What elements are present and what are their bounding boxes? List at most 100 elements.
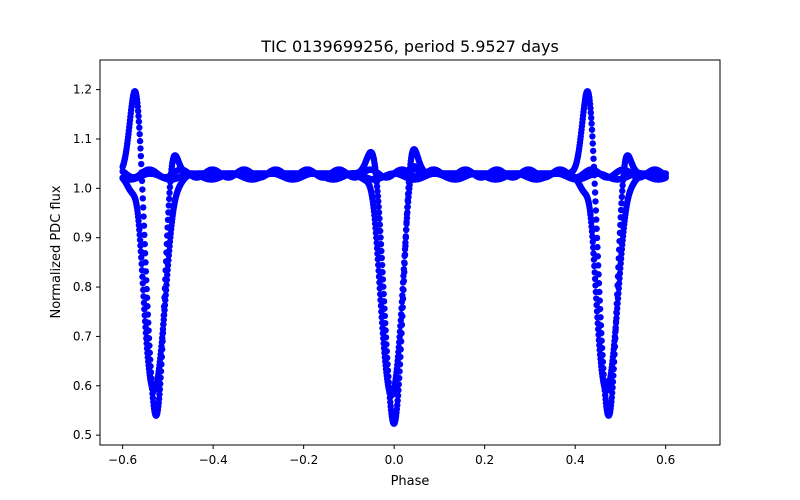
data-point	[145, 319, 152, 326]
data-point	[156, 391, 163, 398]
data-point	[595, 271, 602, 278]
data-point	[597, 322, 605, 329]
data-point	[142, 268, 150, 275]
data-point	[382, 319, 389, 327]
data-point	[588, 126, 596, 133]
data-point	[147, 362, 154, 370]
data-point	[134, 107, 142, 115]
data-point	[143, 277, 150, 284]
data-point	[596, 297, 603, 304]
data-point	[594, 243, 601, 251]
data-point	[600, 371, 607, 378]
data-point	[160, 321, 167, 328]
data-points	[119, 88, 669, 427]
data-point	[148, 375, 155, 382]
data-point	[588, 120, 595, 127]
data-point	[164, 266, 171, 274]
data-point	[135, 221, 143, 229]
data-point	[589, 140, 596, 147]
data-point	[403, 220, 410, 228]
data-point	[136, 231, 143, 238]
data-point	[597, 314, 604, 321]
data-point	[143, 285, 150, 293]
data-point	[376, 215, 383, 222]
data-point	[598, 329, 605, 337]
data-point	[399, 304, 406, 311]
data-point	[166, 183, 174, 191]
data-point	[403, 214, 411, 222]
data-point	[137, 145, 144, 152]
data-point	[145, 335, 153, 342]
data-point	[402, 226, 410, 234]
data-point	[144, 303, 151, 310]
data-point	[135, 112, 142, 120]
data-point	[399, 313, 406, 320]
data-point	[141, 231, 148, 239]
data-point	[594, 253, 602, 260]
data-point	[591, 189, 599, 196]
data-point	[593, 225, 600, 232]
data-point	[380, 290, 387, 298]
data-point	[382, 334, 390, 341]
data-point	[380, 298, 388, 305]
data-point	[592, 198, 599, 205]
data-point	[162, 296, 169, 304]
data-point	[384, 367, 392, 374]
data-point	[146, 349, 153, 356]
data-point	[379, 268, 386, 276]
data-point	[598, 344, 606, 352]
data-point	[598, 337, 605, 344]
data-point	[402, 233, 409, 240]
data-point	[141, 240, 148, 248]
data-point	[139, 186, 146, 193]
data-point	[400, 286, 407, 294]
data-point	[588, 114, 595, 122]
data-point	[144, 311, 152, 318]
data-point	[383, 347, 390, 355]
data-point	[165, 252, 172, 259]
data-point	[377, 240, 385, 248]
data-point	[593, 216, 600, 223]
data-point	[160, 311, 168, 319]
data-point	[397, 338, 405, 345]
data-point	[147, 369, 155, 376]
data-point	[400, 277, 408, 285]
data-point	[375, 203, 382, 211]
data-point	[380, 283, 387, 290]
data-point	[139, 204, 147, 211]
data-point	[398, 321, 406, 329]
data-point	[596, 305, 604, 313]
data-point	[166, 189, 173, 197]
data-point	[157, 380, 164, 388]
data-point	[143, 294, 151, 301]
data-point	[136, 130, 143, 138]
data-point	[138, 160, 145, 168]
data-point	[136, 236, 144, 244]
data-point	[383, 341, 390, 348]
data-point	[377, 234, 384, 241]
data-point	[589, 133, 596, 140]
data-point	[395, 381, 403, 388]
data-point	[375, 209, 383, 216]
data-point	[141, 250, 149, 257]
data-point	[156, 386, 164, 393]
data-point	[396, 368, 403, 375]
data-point	[159, 325, 167, 333]
data-point	[595, 262, 602, 269]
data-point	[383, 354, 391, 362]
data-point	[385, 379, 392, 386]
data-point	[397, 346, 404, 353]
data-point	[158, 361, 165, 368]
data-point	[163, 276, 171, 284]
data-point	[164, 261, 172, 269]
data-point	[162, 286, 170, 294]
data-point	[385, 373, 392, 380]
data-point	[165, 202, 172, 209]
data-point	[396, 361, 404, 368]
data-point	[378, 247, 385, 255]
data-point	[600, 365, 607, 372]
data-point	[395, 387, 402, 394]
data-point	[589, 147, 597, 155]
data-point	[146, 356, 154, 363]
